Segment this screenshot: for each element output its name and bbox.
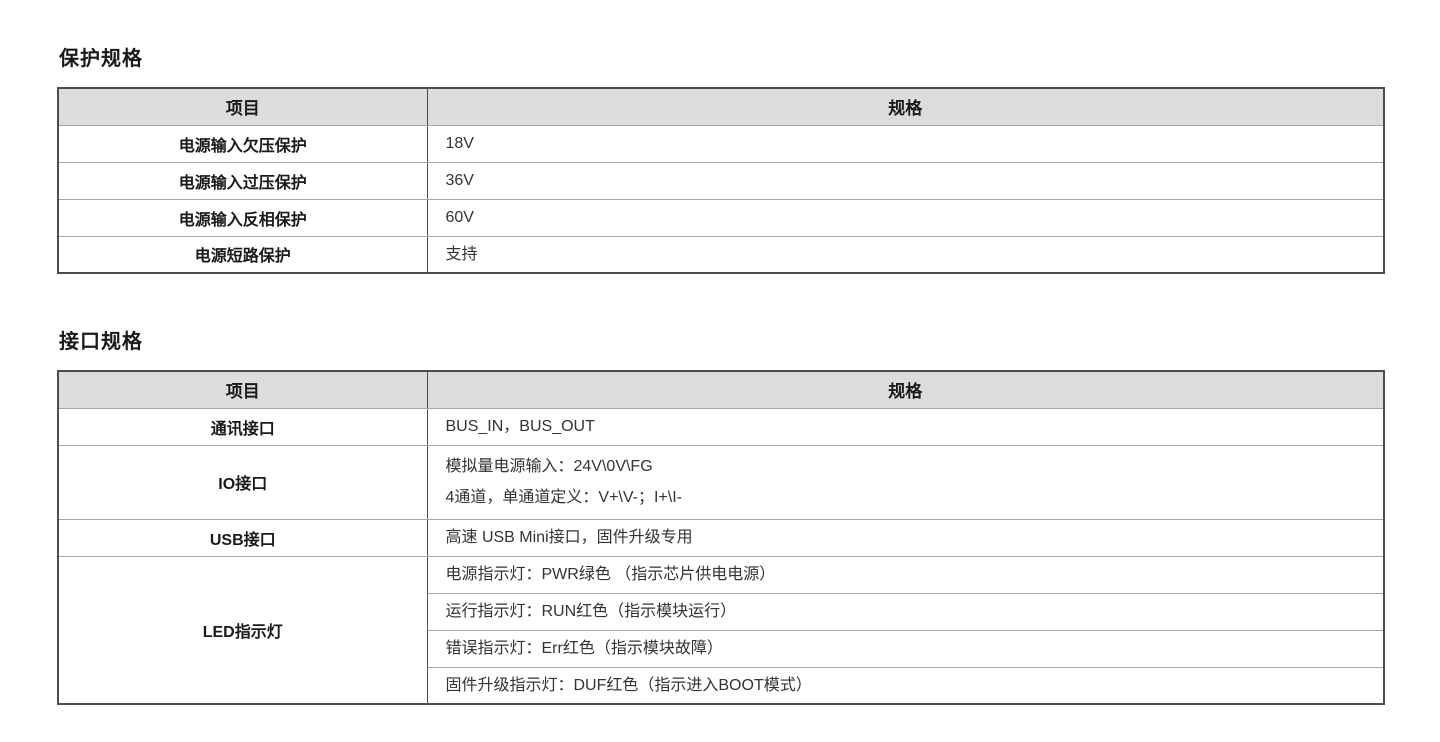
spec-value-duf-led: 固件升级指示灯：DUF红色（指示进入BOOT模式）	[426, 666, 1385, 705]
table-header-row: 项目 规格	[57, 87, 1385, 126]
table-row: IO接口 模拟量电源输入：24V\0V\FG 4通道，单通道定义：V+\V-；I…	[57, 444, 1385, 520]
table-row: 电源输入过压保护 36V	[57, 161, 1385, 200]
item-io-interface: IO接口	[57, 444, 428, 520]
item-undervoltage-protection: 电源输入欠压保护	[57, 124, 428, 163]
spec-value: 18V	[426, 124, 1385, 163]
table-row: 错误指示灯：Err红色（指示模块故障）	[58, 629, 1385, 668]
item-usb-interface: USB接口	[57, 518, 428, 557]
item-overvoltage-protection: 电源输入过压保护	[57, 161, 428, 200]
table-header-row: 项目 规格	[57, 370, 1385, 409]
column-header-item: 项目	[57, 87, 428, 126]
column-header-item: 项目	[57, 370, 428, 409]
table-row: 通讯接口 BUS_IN，BUS_OUT	[57, 407, 1385, 446]
interface-spec-title: 接口规格	[59, 331, 143, 353]
spec-line-analog-power: 模拟量电源输入：24V\0V\FG	[445, 458, 653, 475]
spec-value: 支持	[426, 235, 1385, 274]
item-reverse-polarity-protection: 电源输入反相保护	[57, 198, 428, 237]
table-row: 电源短路保护 支持	[57, 235, 1385, 274]
item-short-circuit-protection: 电源短路保护	[57, 235, 428, 274]
spec-value-pwr-led: 电源指示灯：PWR绿色 （指示芯片供电电源）	[426, 555, 1385, 594]
spec-value-run-led: 运行指示灯：RUN红色（指示模块运行）	[426, 592, 1385, 631]
column-header-spec: 规格	[426, 370, 1385, 409]
spec-value: BUS_IN，BUS_OUT	[426, 407, 1385, 446]
spec-value: 36V	[426, 161, 1385, 200]
table-row: 电源输入欠压保护 18V	[57, 124, 1385, 163]
spec-line-channels: 4通道，单通道定义：V+\V-；I+\I-	[445, 489, 683, 506]
spec-document-page: 保护规格 项目 规格 电源输入欠压保护 18V 电源输入过压保护 36V 电源输…	[57, 48, 1385, 705]
spec-value-err-led: 错误指示灯：Err红色（指示模块故障）	[426, 629, 1385, 668]
table-row: LED指示灯 电源指示灯：PWR绿色 （指示芯片供电电源）	[57, 555, 1385, 705]
item-comm-interface: 通讯接口	[57, 407, 428, 446]
table-row: USB接口 高速 USB Mini接口，固件升级专用	[57, 518, 1385, 557]
column-header-spec: 规格	[426, 87, 1385, 126]
item-led-indicators: LED指示灯	[57, 555, 428, 705]
protection-spec-title: 保护规格	[59, 48, 143, 70]
table-row: 固件升级指示灯：DUF红色（指示进入BOOT模式）	[58, 666, 1385, 705]
table-row: 电源输入反相保护 60V	[57, 198, 1385, 237]
table-row: 运行指示灯：RUN红色（指示模块运行）	[58, 592, 1385, 631]
spec-value: 模拟量电源输入：24V\0V\FG 4通道，单通道定义：V+\V-；I+\I-	[426, 444, 1385, 520]
interface-spec-table: 项目 规格 通讯接口 BUS_IN，BUS_OUT IO接口 模拟量电源输入：2…	[57, 370, 1385, 705]
spec-value: 高速 USB Mini接口，固件升级专用	[426, 518, 1385, 557]
protection-spec-table: 项目 规格 电源输入欠压保护 18V 电源输入过压保护 36V 电源输入反相保护…	[57, 87, 1385, 274]
spec-value: 60V	[426, 198, 1385, 237]
